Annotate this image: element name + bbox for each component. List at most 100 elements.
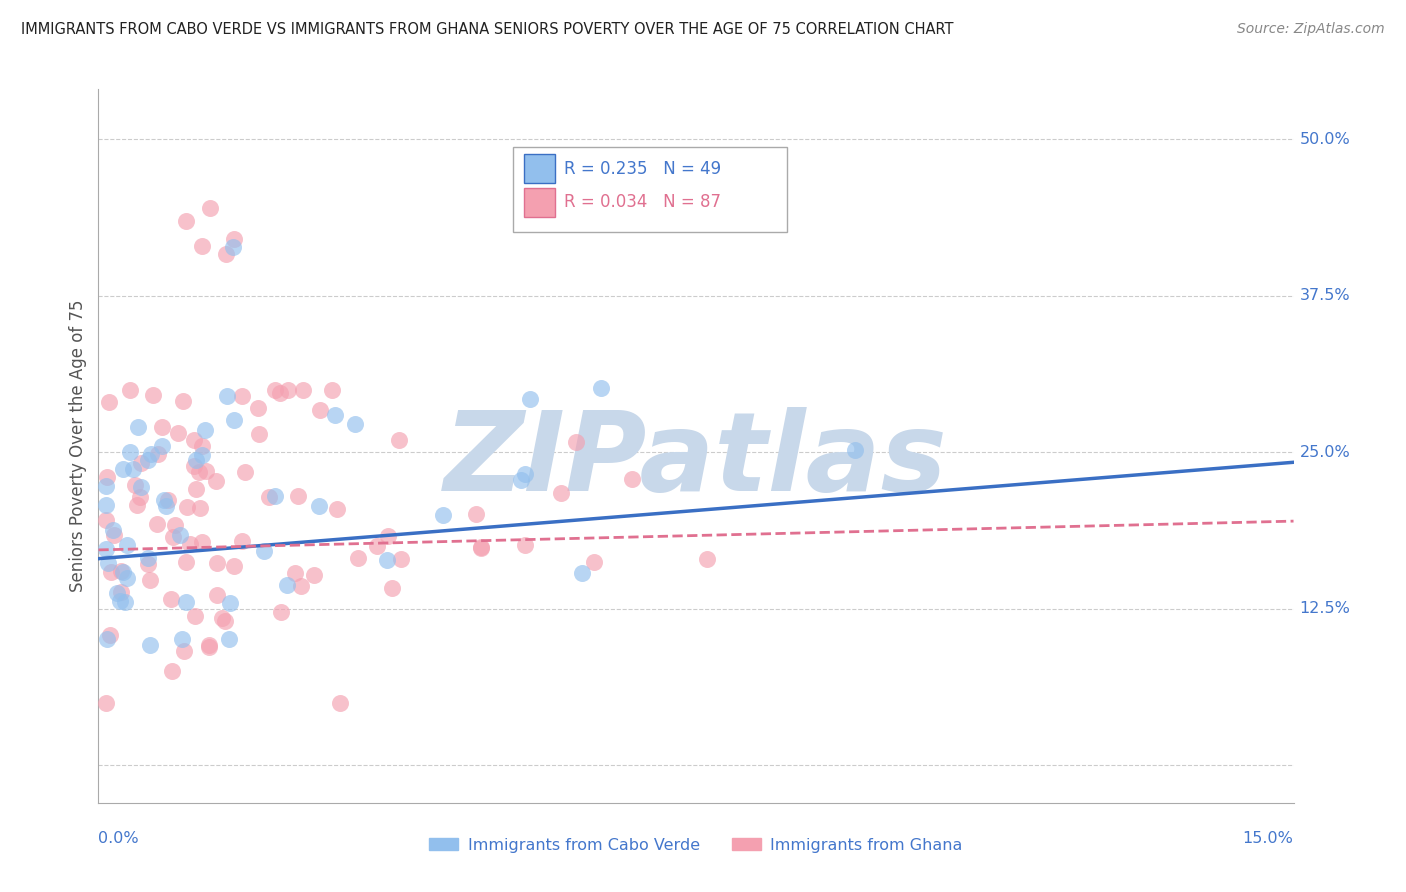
Point: [343, 417, 366, 432]
Point: [101, 523, 124, 537]
Point: [276, 578, 298, 592]
Point: [139, 638, 162, 652]
Text: Source: ZipAtlas.com: Source: ZipAtlas.com: [1237, 22, 1385, 37]
Point: [169, 528, 191, 542]
Point: [470, 541, 492, 556]
Point: [150, 420, 173, 434]
Point: [621, 472, 644, 486]
Point: [264, 489, 287, 503]
Point: [139, 447, 162, 461]
Point: [194, 423, 217, 437]
Point: [292, 383, 315, 397]
Point: [205, 556, 228, 570]
Point: [103, 528, 125, 542]
Point: [222, 232, 245, 246]
Point: [150, 439, 173, 453]
Point: [513, 539, 536, 553]
Point: [191, 439, 214, 453]
Point: [231, 534, 253, 549]
Point: [100, 565, 122, 579]
Point: [589, 381, 612, 395]
Text: 15.0%: 15.0%: [1243, 831, 1294, 847]
Text: 0.0%: 0.0%: [98, 831, 139, 847]
Point: [148, 447, 170, 461]
Point: [173, 644, 195, 658]
Point: [98, 395, 121, 409]
Point: [253, 544, 276, 558]
Point: [163, 518, 186, 533]
Point: [191, 238, 214, 252]
Point: [308, 403, 330, 417]
Point: [215, 247, 238, 261]
Point: [205, 475, 228, 489]
Point: [290, 579, 312, 593]
Point: [98, 628, 121, 642]
Point: [111, 461, 134, 475]
Text: R = 0.034   N = 87: R = 0.034 N = 87: [564, 194, 721, 211]
Point: [269, 385, 291, 400]
Point: [129, 490, 152, 504]
Point: [183, 458, 205, 473]
Point: [136, 551, 159, 566]
Point: [155, 499, 177, 513]
Text: R = 0.235   N = 49: R = 0.235 N = 49: [564, 160, 721, 178]
Point: [388, 433, 411, 447]
Text: 12.5%: 12.5%: [1299, 601, 1350, 616]
Point: [844, 442, 866, 457]
Point: [96, 479, 118, 493]
Point: [176, 500, 198, 514]
Point: [198, 201, 221, 215]
Point: [136, 453, 159, 467]
Point: [97, 557, 120, 571]
Point: [105, 586, 128, 600]
Point: [120, 444, 142, 458]
Point: [205, 588, 228, 602]
Point: [186, 483, 208, 497]
Point: [115, 538, 138, 552]
Point: [308, 500, 330, 514]
Point: [302, 568, 325, 582]
Point: [247, 427, 270, 442]
Point: [174, 213, 197, 227]
Point: [110, 564, 132, 578]
Point: [167, 426, 190, 441]
Point: [179, 537, 201, 551]
Point: [277, 383, 299, 397]
Point: [188, 501, 211, 516]
Point: [174, 595, 197, 609]
Point: [153, 493, 176, 508]
Point: [329, 696, 352, 710]
Point: [287, 489, 309, 503]
Point: [96, 513, 118, 527]
Point: [464, 507, 486, 521]
Point: [183, 433, 205, 447]
Point: [174, 555, 197, 569]
Point: [121, 461, 143, 475]
Point: [218, 632, 240, 646]
Point: [470, 540, 492, 554]
Text: IMMIGRANTS FROM CABO VERDE VS IMMIGRANTS FROM GHANA SENIORS POVERTY OVER THE AGE: IMMIGRANTS FROM CABO VERDE VS IMMIGRANTS…: [21, 22, 953, 37]
Point: [211, 611, 233, 625]
Point: [246, 401, 269, 416]
Point: [127, 420, 149, 434]
Point: [191, 448, 214, 462]
Point: [117, 571, 139, 585]
Point: [160, 664, 183, 678]
Point: [519, 392, 541, 406]
Point: [183, 609, 205, 624]
Point: [111, 566, 134, 580]
Text: 50.0%: 50.0%: [1299, 132, 1350, 147]
Point: [129, 456, 152, 470]
Point: [325, 409, 347, 423]
Point: [231, 389, 253, 403]
Point: [96, 470, 118, 484]
Point: [513, 467, 536, 482]
Point: [377, 529, 399, 543]
Point: [217, 389, 239, 403]
Point: [321, 383, 343, 397]
Point: [156, 493, 179, 508]
Point: [583, 556, 606, 570]
Point: [96, 541, 118, 556]
Point: [550, 485, 572, 500]
Legend: Immigrants from Cabo Verde, Immigrants from Ghana: Immigrants from Cabo Verde, Immigrants f…: [423, 831, 969, 859]
